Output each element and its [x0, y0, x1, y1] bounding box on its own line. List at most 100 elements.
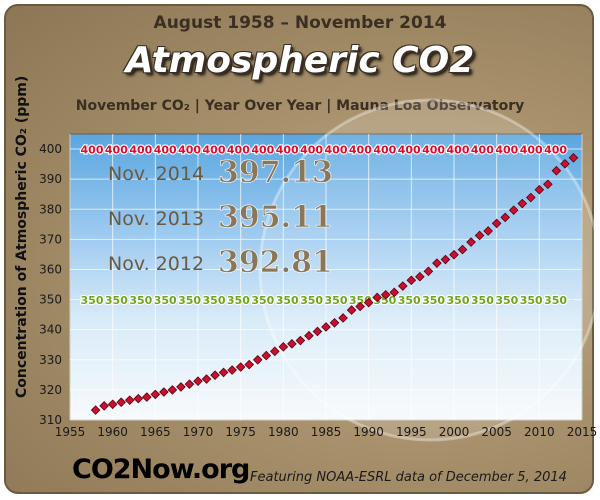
reference-label-350: 350	[422, 294, 445, 307]
reference-label-350: 350	[154, 294, 177, 307]
data-point	[560, 158, 570, 169]
reference-label-400: 400	[129, 144, 152, 157]
x-tick-label: 1985	[311, 425, 342, 439]
data-point	[210, 370, 220, 380]
reference-label-400: 400	[325, 144, 348, 157]
date-range-header: August 1958 – November 2014	[153, 13, 447, 33]
data-point	[269, 346, 280, 357]
data-point	[380, 289, 391, 300]
data-point	[551, 165, 562, 176]
data-point	[159, 387, 169, 397]
data-point	[568, 152, 579, 163]
co2now-logo: CO2Now.org	[72, 454, 250, 485]
data-point	[483, 226, 493, 236]
annotation-value: 395.11	[218, 200, 333, 235]
reference-label-350: 350	[276, 294, 299, 307]
data-point	[329, 317, 340, 328]
reference-label-350: 350	[300, 294, 323, 307]
reference-label-400: 400	[398, 144, 421, 157]
data-point	[133, 393, 144, 404]
reference-label-350: 350	[129, 294, 152, 307]
data-point	[432, 258, 442, 268]
data-point	[474, 230, 485, 241]
reference-label-350: 350	[178, 294, 201, 307]
data-point	[355, 301, 365, 312]
reference-label-350: 350	[105, 294, 128, 307]
x-tick-label: 1960	[97, 425, 128, 439]
reference-label-350: 350	[325, 294, 348, 307]
data-point	[304, 330, 314, 341]
data-point	[363, 297, 374, 308]
reference-label-400: 400	[520, 144, 543, 157]
data-point	[261, 350, 272, 361]
reference-label-350: 350	[471, 294, 494, 307]
y-tick-label: 330	[39, 353, 62, 367]
y-tick-label: 400	[39, 142, 62, 156]
x-tick-label: 1970	[183, 425, 214, 439]
data-point	[176, 382, 186, 392]
x-tick-label: 1995	[396, 425, 427, 439]
reference-label-400: 400	[276, 144, 299, 157]
data-point	[397, 281, 408, 291]
data-point	[141, 392, 152, 402]
y-tick-label: 360	[39, 262, 62, 276]
y-tick-label: 350	[39, 293, 62, 307]
reference-label-400: 400	[471, 144, 494, 157]
reference-label-350: 350	[544, 294, 567, 307]
reference-label-350: 350	[251, 294, 274, 307]
reference-label-400: 400	[154, 144, 177, 157]
reference-label-400: 400	[373, 144, 396, 157]
data-point	[287, 339, 297, 349]
reference-label-400: 400	[81, 144, 104, 157]
x-tick-label: 2000	[439, 425, 470, 439]
data-point	[193, 376, 203, 386]
data-point	[252, 354, 263, 365]
data-point	[491, 218, 502, 229]
y-tick-label: 380	[39, 202, 62, 216]
reference-label-350: 350	[203, 294, 226, 307]
reference-label-400: 400	[544, 144, 567, 157]
data-point	[278, 342, 289, 352]
data-point	[508, 205, 519, 215]
y-tick-label: 390	[39, 172, 62, 186]
reference-label-400: 400	[422, 144, 445, 157]
data-point	[218, 367, 229, 378]
data-point	[338, 313, 348, 323]
data-point	[312, 326, 323, 337]
data-point	[466, 237, 476, 247]
x-tick-label: 1955	[55, 425, 86, 439]
data-point	[99, 401, 109, 411]
data-point	[150, 389, 161, 400]
data-point	[517, 198, 528, 209]
data-point	[534, 184, 545, 195]
data-point	[500, 212, 511, 223]
data-point	[346, 305, 357, 315]
annotation-label: Nov. 2014	[108, 163, 204, 185]
reference-label-400: 400	[495, 144, 518, 157]
data-point	[244, 359, 255, 370]
reference-label-400: 400	[251, 144, 274, 157]
data-point	[184, 379, 195, 389]
subtitle: November CO₂ | Year Over Year | Mauna Lo…	[75, 98, 525, 114]
x-tick-label: 1980	[268, 425, 299, 439]
reference-label-400: 400	[447, 144, 470, 157]
main-title: Atmospheric CO2	[125, 40, 475, 81]
data-point	[406, 275, 417, 286]
data-point	[235, 362, 246, 372]
annotation-label: Nov. 2012	[108, 253, 204, 275]
reference-label-400: 400	[105, 144, 128, 157]
data-point	[423, 266, 434, 277]
y-tick-label: 310	[39, 413, 62, 427]
data-point	[525, 192, 536, 203]
annotation-label: Nov. 2013	[108, 208, 204, 230]
data-point	[107, 399, 118, 410]
reference-label-350: 350	[81, 294, 104, 307]
data-point	[457, 244, 468, 255]
reference-label-350: 350	[495, 294, 518, 307]
annotation-value: 397.13	[218, 155, 333, 190]
data-point	[116, 397, 127, 408]
data-point	[295, 335, 306, 346]
data-point	[90, 405, 101, 415]
data-point	[389, 287, 400, 298]
